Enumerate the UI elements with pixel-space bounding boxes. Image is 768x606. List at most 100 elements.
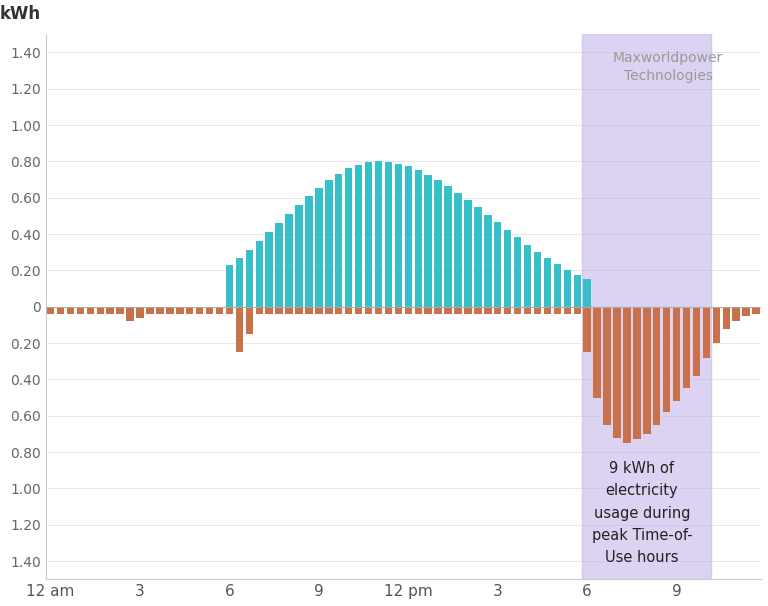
Bar <box>693 307 700 376</box>
Bar <box>226 265 233 307</box>
Bar <box>474 207 482 307</box>
Bar <box>107 307 114 314</box>
Bar <box>166 307 174 314</box>
Bar <box>385 162 392 307</box>
Bar <box>594 307 601 398</box>
Bar <box>286 307 293 314</box>
Bar <box>305 307 313 314</box>
Bar <box>405 166 412 307</box>
Bar <box>325 307 333 314</box>
Bar <box>564 307 571 314</box>
Bar <box>127 307 134 321</box>
Bar <box>564 270 571 307</box>
Bar <box>604 307 611 425</box>
Bar <box>196 307 204 314</box>
Bar <box>425 307 432 314</box>
Bar <box>375 307 382 314</box>
Bar <box>514 238 521 307</box>
Bar <box>584 307 591 352</box>
Bar <box>355 307 362 314</box>
Bar <box>176 307 184 314</box>
Bar <box>345 307 353 314</box>
Text: Maxworldpower
Technologies: Maxworldpower Technologies <box>613 51 723 83</box>
Bar <box>146 307 154 314</box>
Text: 9 kWh of
electricity
usage during
peak Time-of-
Use hours: 9 kWh of electricity usage during peak T… <box>591 461 692 565</box>
Bar <box>276 223 283 307</box>
Bar <box>653 307 660 425</box>
Bar <box>484 215 492 307</box>
Bar <box>315 188 323 307</box>
Bar <box>246 307 253 334</box>
Bar <box>703 307 710 358</box>
Bar <box>345 168 353 307</box>
Bar <box>673 307 680 401</box>
Bar <box>236 307 243 352</box>
Bar <box>514 307 521 314</box>
Bar <box>365 162 372 307</box>
Bar <box>663 307 670 412</box>
Bar <box>494 307 502 314</box>
Bar <box>276 307 283 314</box>
Bar <box>136 307 144 318</box>
Bar <box>405 307 412 314</box>
Bar <box>186 307 194 314</box>
Bar <box>435 180 442 307</box>
Bar <box>295 307 303 314</box>
Bar <box>335 307 343 314</box>
Bar <box>286 214 293 307</box>
Bar <box>544 307 551 314</box>
Bar <box>723 307 730 328</box>
Bar <box>554 307 561 314</box>
Bar <box>246 250 253 307</box>
Bar <box>683 307 690 388</box>
Bar <box>494 222 502 307</box>
Bar <box>544 258 551 307</box>
Bar <box>464 307 472 314</box>
Bar <box>375 161 382 307</box>
Bar <box>454 307 462 314</box>
Bar <box>305 196 313 307</box>
Bar <box>295 205 303 307</box>
Bar <box>524 245 531 307</box>
Bar <box>266 307 273 314</box>
Bar <box>355 165 362 307</box>
Bar <box>454 193 462 307</box>
Bar <box>464 200 472 307</box>
Bar <box>395 164 402 307</box>
Bar <box>206 307 214 314</box>
Bar <box>643 307 650 434</box>
Bar <box>67 307 74 314</box>
Bar <box>753 307 760 314</box>
Bar <box>574 307 581 314</box>
Bar <box>365 307 372 314</box>
Bar <box>216 307 223 314</box>
Bar <box>633 307 641 439</box>
Bar <box>584 279 591 307</box>
Bar <box>266 233 273 307</box>
Bar <box>315 307 323 314</box>
Bar <box>534 307 541 314</box>
Bar <box>743 307 750 316</box>
Bar <box>226 307 233 314</box>
Bar <box>256 241 263 307</box>
Bar <box>582 35 711 579</box>
Bar <box>713 307 720 343</box>
Bar <box>524 307 531 314</box>
Bar <box>504 307 511 314</box>
Bar <box>47 307 55 314</box>
Bar <box>614 307 621 438</box>
Bar <box>156 307 164 314</box>
Bar <box>445 186 452 307</box>
Bar <box>554 264 561 307</box>
Bar <box>484 307 492 314</box>
Bar <box>57 307 65 314</box>
Bar <box>77 307 84 314</box>
Bar <box>623 307 631 443</box>
Bar <box>395 307 402 314</box>
Bar <box>435 307 442 314</box>
Bar <box>87 307 94 314</box>
Bar <box>415 307 422 314</box>
Bar <box>236 258 243 307</box>
Bar <box>504 230 511 307</box>
Bar <box>733 307 740 321</box>
